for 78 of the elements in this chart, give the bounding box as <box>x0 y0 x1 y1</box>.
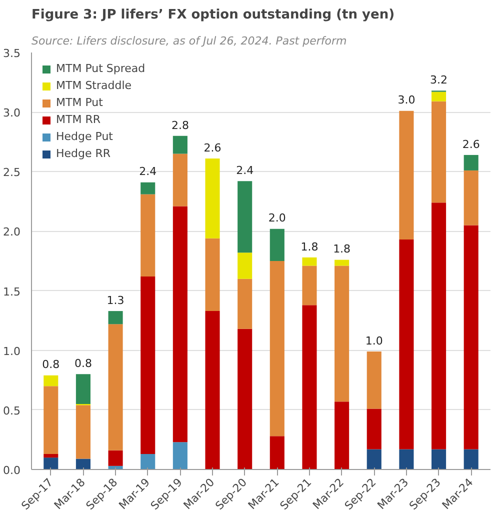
bar <box>302 257 317 266</box>
bar <box>432 92 446 102</box>
total-label: 0.8 <box>74 357 92 370</box>
bar <box>399 240 414 450</box>
legend-label: Hedge RR <box>56 147 111 160</box>
bar <box>172 442 188 470</box>
bar <box>432 202 446 450</box>
total-label: 0.8 <box>42 358 60 372</box>
bar <box>334 402 350 470</box>
bar <box>464 225 478 450</box>
total-label: 2.6 <box>462 138 480 151</box>
bar <box>399 110 414 240</box>
bar <box>140 194 156 276</box>
y-tick-label: 2.0 <box>3 226 21 239</box>
total-label: 2.0 <box>268 212 286 225</box>
bar <box>302 266 317 306</box>
total-label: 2.8 <box>171 118 189 132</box>
bar <box>464 449 478 470</box>
bar <box>172 154 188 206</box>
bar <box>205 311 220 470</box>
y-tick-label: 1.5 <box>3 285 21 298</box>
bar <box>140 454 156 470</box>
total-label: 3.2 <box>430 73 448 86</box>
legend-label: MTM RR <box>56 113 100 126</box>
legend-label: MTM Put Spread <box>56 62 146 75</box>
total-label: 1.8 <box>333 242 351 256</box>
total-label: 2.4 <box>236 164 254 178</box>
bar <box>44 458 58 470</box>
bar <box>205 238 220 312</box>
total-label: 1.8 <box>300 240 318 254</box>
bar <box>270 261 284 436</box>
y-tick-label: 1.0 <box>3 344 21 358</box>
y-tick-label: 0.0 <box>3 464 21 477</box>
bar <box>108 324 123 450</box>
total-label: 1.0 <box>365 334 383 348</box>
bar <box>270 436 284 470</box>
y-tick-label: 0.5 <box>3 404 21 418</box>
bar <box>76 374 90 404</box>
bar <box>464 154 478 170</box>
bar <box>238 278 252 329</box>
bar <box>302 305 317 470</box>
bar <box>108 450 123 466</box>
bar <box>432 449 446 470</box>
bar <box>76 405 90 459</box>
bar <box>44 386 58 454</box>
bar <box>44 375 58 386</box>
bar <box>366 408 382 450</box>
bar <box>140 182 156 194</box>
chart-subtitle: Source: Lifers disclosure, as of Jul 26, 2024. Past perform <box>32 34 347 48</box>
bar <box>172 206 188 442</box>
bar <box>366 449 382 470</box>
legend-label: MTM Put <box>56 96 103 109</box>
bar <box>334 266 350 402</box>
bar <box>108 311 123 324</box>
bar <box>270 228 284 261</box>
bar <box>238 252 252 279</box>
bar <box>44 454 58 458</box>
legend-label: Hedge Put <box>56 130 113 143</box>
bar <box>76 458 90 470</box>
total-label: 2.6 <box>204 141 222 154</box>
total-label: 1.3 <box>106 294 124 307</box>
y-tick-label: 3.0 <box>3 106 21 120</box>
legend-label: MTM Straddle <box>56 79 132 92</box>
bar <box>366 352 382 409</box>
bar <box>172 136 188 154</box>
bar <box>464 170 478 226</box>
bar <box>205 158 220 238</box>
total-label: 3.0 <box>398 94 416 107</box>
bar <box>140 276 156 454</box>
bar <box>399 449 414 470</box>
bar <box>238 181 252 253</box>
total-label: 2.4 <box>139 165 157 178</box>
chart-title: Figure 3: JP lifers’ FX option outstanding (tn yen) <box>32 8 395 22</box>
bar <box>334 260 350 266</box>
bar <box>432 101 446 203</box>
y-tick-label: 2.5 <box>3 166 21 180</box>
y-tick-label: 3.5 <box>3 47 21 60</box>
bar <box>238 328 252 470</box>
